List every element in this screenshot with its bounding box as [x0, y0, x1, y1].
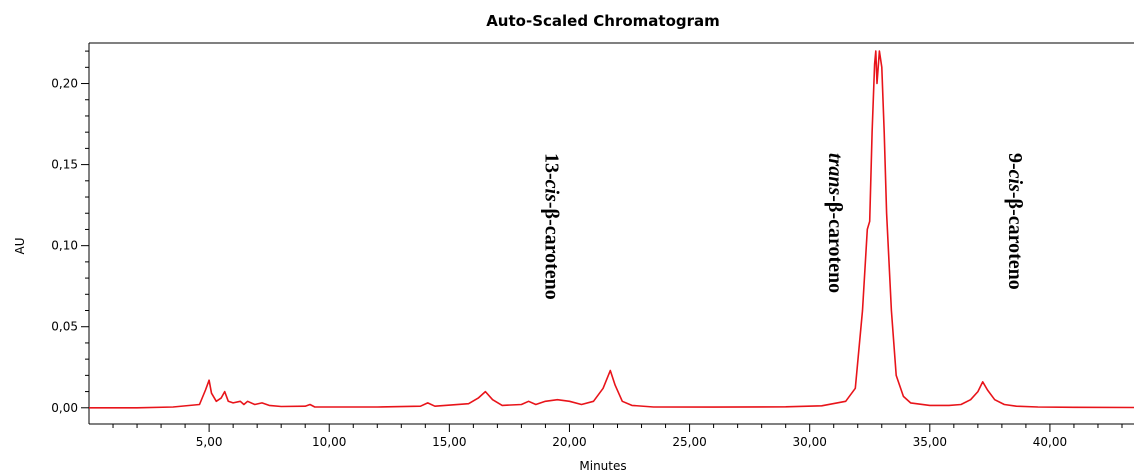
y-axis-label: AU [13, 238, 27, 255]
x-tick-label: 30,00 [793, 435, 827, 449]
peak-label: 13-cis-β-caroteno [540, 153, 562, 300]
y-tick-label: 0,10 [51, 239, 78, 253]
chromatogram-trace [89, 50, 1134, 409]
x-axis-label: Minutes [579, 459, 626, 472]
y-tick-label: 0,15 [51, 158, 78, 172]
peak-label: 9-cis-β-caroteno [1004, 153, 1026, 290]
x-tick-label: 25,00 [672, 435, 706, 449]
x-tick-label: 15,00 [432, 435, 466, 449]
chart-title: Auto-Scaled Chromatogram [486, 12, 720, 30]
y-tick-label: 0,20 [51, 77, 78, 91]
y-tick-label: 0,05 [51, 320, 78, 334]
axes [88, 42, 1134, 425]
peak-label: trans-β-caroteno [824, 153, 846, 293]
x-tick-label: 35,00 [913, 435, 947, 449]
x-tick-label: 40,00 [1033, 435, 1067, 449]
trace-layer [89, 50, 1134, 409]
x-tick-label: 10,00 [312, 435, 346, 449]
ticks: 5,00 10,00 15,00 20,00 25,00 30,00 35,00 40,00 0… [51, 50, 1123, 449]
y-tick-label: 0,00 [51, 401, 78, 415]
x-tick-label: 5,00 [196, 435, 223, 449]
x-tick-label: 20,00 [552, 435, 586, 449]
peak-annotations: 13-cis-β-caroteno trans-β-caroteno 9-cis-β… [540, 153, 1026, 300]
